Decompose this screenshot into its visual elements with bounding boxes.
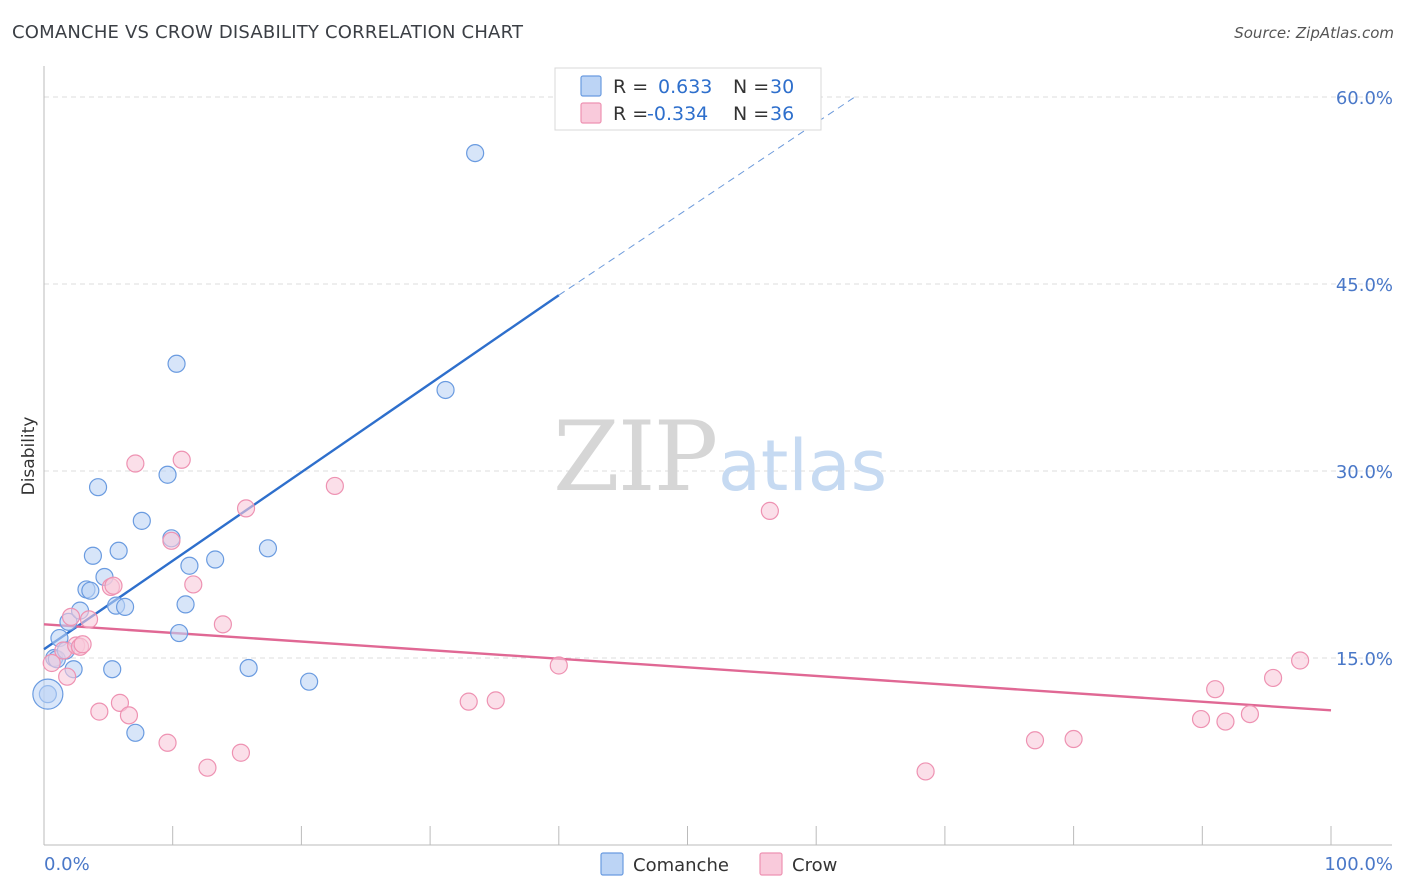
legend-n-value-comanche: 30 [770,76,794,98]
point-crow-11 [110,693,130,712]
point-crow-30 [1191,709,1211,729]
point-comanche-30 [466,144,485,163]
point-crow-10 [104,576,123,595]
bottom-legend-label-comanche: Comanche [633,855,729,876]
point-crow-33 [1240,704,1260,724]
point-comanche-26 [239,658,258,678]
point-crow-31 [1206,680,1225,699]
point-crow-34 [1263,668,1283,688]
legend-n-label-comanche: N = [733,76,769,98]
watermark: ZIP atlas [553,401,887,513]
point-comanche-11 [88,478,108,497]
trend-line-comanche [43,294,560,651]
point-comanche-21 [167,354,186,373]
point-crow-19 [213,615,232,634]
point-comanche-cluster [32,678,64,710]
point-crow-35 [1291,651,1310,670]
point-crow-28 [1025,731,1045,750]
point-comanche-17 [126,723,145,742]
watermark-atlas: atlas [718,425,887,507]
trend-lines [43,96,1332,712]
y-axis-label: Disability [19,417,39,496]
legend-r-value-comanche: 0.633 [658,76,712,98]
y-tick-label-3: 60.0% [1336,88,1393,109]
watermark-zip: ZIP [553,401,716,513]
x-tick-label-0: 0.0% [44,854,90,875]
y-tick-label-0: 15.0% [1336,649,1393,670]
point-crow-2 [58,667,77,686]
point-comanche-18 [132,511,151,530]
point-crow-12 [119,706,139,725]
point-comanche-22 [170,623,189,643]
axes [43,66,1392,846]
point-crow-24 [486,691,505,710]
legend-r-value-crow: -0.334 [647,103,708,125]
legend-n-label-crow: N = [733,103,769,125]
data-points [32,144,1310,781]
point-comanche-29 [436,380,455,400]
point-comanche-13 [103,660,122,679]
point-comanche-19 [158,465,177,484]
point-crow-6 [73,635,92,654]
point-comanche-10 [83,546,103,565]
legend-swatch-crow [580,102,602,124]
point-comanche-9 [81,581,100,600]
x-tick-label-1: 100.0% [1324,854,1393,875]
legend-box: R = 0.633 N = 30 R = -0.334 N = 36 [554,67,822,131]
point-crow-27 [916,762,935,781]
legend-r-label-crow: R = [613,103,648,125]
point-crow-21 [236,499,256,518]
bottom-legend-label-crow: Crow [792,855,837,876]
y-tick-label-2: 45.0% [1336,275,1393,296]
point-crow-17 [184,575,203,594]
point-comanche-28 [300,672,319,691]
point-comanche-16 [115,597,135,616]
point-crow-7 [79,610,99,629]
x-tick-labels: 0.0% 100.0% [44,854,1393,875]
point-comanche-23 [176,595,195,614]
point-comanche-24 [180,556,199,575]
point-crow-26 [760,501,779,520]
grid-lines [44,96,1392,659]
point-crow-32 [1216,712,1235,731]
y-tick-label-1: 30.0% [1336,462,1393,483]
point-crow-22 [325,476,344,496]
point-crow-20 [231,743,251,762]
point-crow-16 [172,450,191,469]
source-credit: Source: ZipAtlas.com [1234,24,1394,42]
trend-line-crow [43,623,1332,712]
chart-title: COMANCHE VS CROW DISABILITY CORRELATION … [12,22,524,43]
legend-swatch-comanche [580,75,602,97]
y-tick-labels: 15.0% 30.0% 45.0% 60.0% [1336,88,1393,670]
point-comanche-27 [258,539,278,558]
bottom-legend-swatch-comanche [600,852,624,876]
point-crow-8 [90,702,109,721]
point-crow-25 [549,656,568,675]
point-crow-3 [61,607,81,626]
legend-r-label-comanche: R = [613,76,648,98]
point-crow-29 [1064,729,1083,749]
point-comanche-15 [109,541,128,560]
point-crow-15 [162,531,181,550]
legend-n-value-crow: 36 [770,103,794,125]
point-crow-0 [42,653,61,673]
point-crow-13 [126,454,145,473]
bottom-legend-swatch-crow [759,852,783,876]
point-crow-14 [158,733,177,752]
bottom-legend: Comanche Crow [600,852,837,876]
point-comanche-25 [206,550,225,569]
point-crow-18 [198,758,217,777]
point-crow-23 [459,692,478,711]
